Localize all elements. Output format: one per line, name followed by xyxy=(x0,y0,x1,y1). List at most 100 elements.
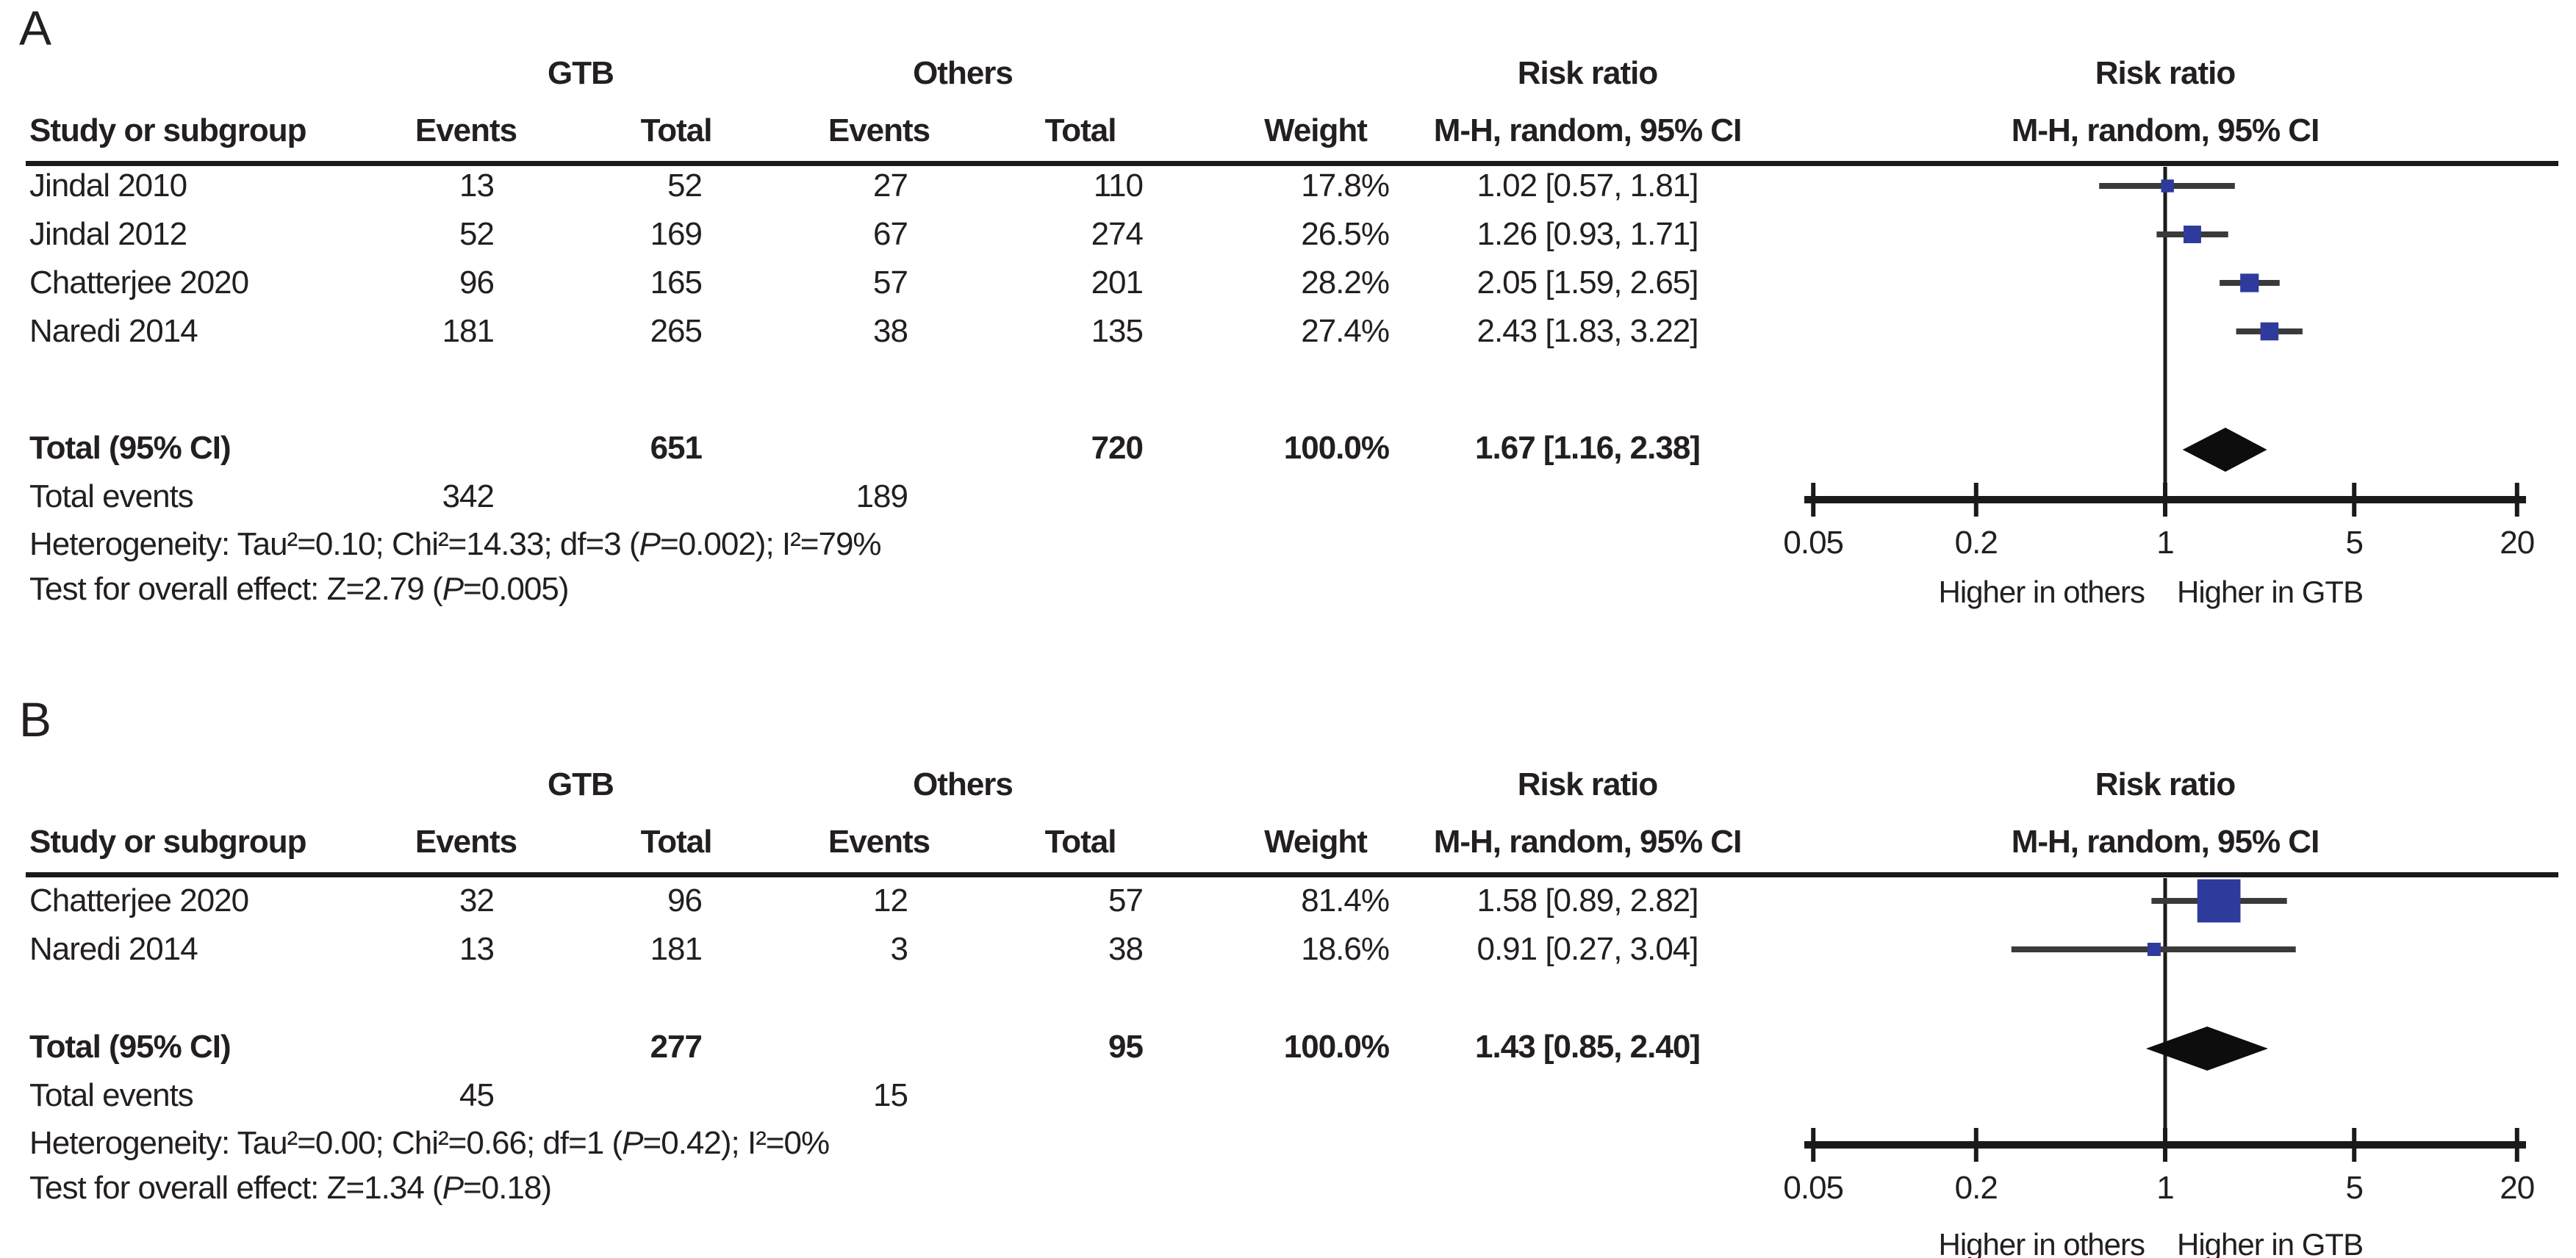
total-others-total: 95 xyxy=(1108,1029,1144,1065)
column-header-study: Study or subgroup xyxy=(29,112,307,148)
column-header-mh-ci-text: M-H, random, 95% CI xyxy=(1433,824,1743,860)
column-header-others-events: Events xyxy=(828,824,930,860)
others-events-value: 12 xyxy=(873,883,908,919)
weight-value: 17.8% xyxy=(1301,168,1390,204)
group-header-gtb: GTB xyxy=(548,766,614,802)
total-row-label: Total (95% CI) xyxy=(29,430,232,466)
total-row-label: Total (95% CI) xyxy=(29,1029,232,1065)
others-events-value: 57 xyxy=(873,265,908,301)
weight-value: 81.4% xyxy=(1301,883,1390,919)
total-events-gtb: 45 xyxy=(459,1077,495,1113)
ci-text-value: 2.05 [1.59, 2.65] xyxy=(1477,265,1698,301)
axis-tick-label: 1 xyxy=(2156,1170,2174,1206)
weight-value: 26.5% xyxy=(1301,216,1390,252)
total-events-others: 189 xyxy=(855,478,908,514)
total-gtb-total: 277 xyxy=(650,1029,703,1065)
panel-label: A xyxy=(19,1,52,55)
ci-text-value: 1.58 [0.89, 2.82] xyxy=(1477,883,1698,919)
weight-value: 28.2% xyxy=(1301,265,1390,301)
column-header-weight: Weight xyxy=(1264,112,1368,148)
total-gtb-total: 651 xyxy=(650,430,703,466)
study-name: Chatterjee 2020 xyxy=(29,265,249,301)
column-header-gtb-total: Total xyxy=(640,112,713,148)
column-header-others-events: Events xyxy=(828,112,930,148)
risk-ratio-header-plot: Risk ratio xyxy=(2095,766,2236,802)
axis-right-label: Higher in GTB xyxy=(2177,575,2364,609)
axis-tick-label: 0.05 xyxy=(1783,525,1844,561)
study-name: Naredi 2014 xyxy=(29,931,198,967)
overall-effect-line: Test for overall effect: Z=1.34 (P=0.18) xyxy=(29,1170,552,1206)
group-header-others: Others xyxy=(913,55,1013,91)
axis-left-label: Higher in others xyxy=(1938,575,2145,609)
column-header-mh-ci-text: M-H, random, 95% CI xyxy=(1433,112,1743,148)
others-total-value: 135 xyxy=(1091,313,1144,349)
header-rule xyxy=(26,872,2558,877)
axis-tick-label: 0.05 xyxy=(1783,1170,1844,1206)
risk-ratio-header-text: Risk ratio xyxy=(1517,766,1659,802)
overall-effect-line: Test for overall effect: Z=2.79 (P=0.005… xyxy=(29,571,570,607)
gtb-events-value: 52 xyxy=(459,216,495,252)
total-ci-text: 1.43 [0.85, 2.40] xyxy=(1475,1029,1701,1065)
axis-tick-label: 1 xyxy=(2156,525,2174,561)
total-events-gtb: 342 xyxy=(442,478,495,514)
total-events-others: 15 xyxy=(873,1077,908,1113)
axis-right-label: Higher in GTB xyxy=(2177,1227,2364,1258)
column-header-mh-ci-plot: M-H, random, 95% CI xyxy=(2011,824,2320,860)
risk-ratio-header-text: Risk ratio xyxy=(1517,55,1659,91)
ci-text-value: 1.02 [0.57, 1.81] xyxy=(1477,168,1698,204)
column-header-mh-ci-plot: M-H, random, 95% CI xyxy=(2011,112,2320,148)
group-header-others: Others xyxy=(913,766,1013,802)
axis-tick-label: 5 xyxy=(2345,1170,2363,1206)
study-name: Jindal 2010 xyxy=(29,168,187,204)
others-total-value: 38 xyxy=(1108,931,1144,967)
gtb-total-value: 169 xyxy=(650,216,703,252)
axis-tick-label: 0.2 xyxy=(1954,1170,1998,1206)
ci-text-value: 0.91 [0.27, 3.04] xyxy=(1477,931,1698,967)
gtb-events-value: 13 xyxy=(459,168,495,204)
others-total-value: 201 xyxy=(1091,265,1144,301)
total-events-label: Total events xyxy=(29,478,194,514)
axis-left-label: Higher in others xyxy=(1938,1227,2145,1258)
column-header-gtb-events: Events xyxy=(415,112,517,148)
others-events-value: 3 xyxy=(890,931,908,967)
heterogeneity-line: Heterogeneity: Tau²=0.00; Chi²=0.66; df=… xyxy=(29,1125,830,1161)
others-events-value: 67 xyxy=(873,216,908,252)
column-header-others-total: Total xyxy=(1044,824,1117,860)
ci-text-value: 1.26 [0.93, 1.71] xyxy=(1477,216,1698,252)
total-others-total: 720 xyxy=(1091,430,1144,466)
others-events-value: 27 xyxy=(873,168,908,204)
column-header-gtb-events: Events xyxy=(415,824,517,860)
gtb-total-value: 265 xyxy=(650,313,703,349)
gtb-events-value: 13 xyxy=(459,931,495,967)
heterogeneity-line: Heterogeneity: Tau²=0.10; Chi²=14.33; df… xyxy=(29,526,882,562)
risk-ratio-header-plot: Risk ratio xyxy=(2095,55,2236,91)
gtb-events-value: 96 xyxy=(459,265,495,301)
total-ci-text: 1.67 [1.16, 2.38] xyxy=(1475,430,1701,466)
header-rule xyxy=(26,161,2558,166)
total-weight: 100.0% xyxy=(1283,1029,1390,1065)
gtb-events-value: 181 xyxy=(442,313,495,349)
axis-tick-label: 0.2 xyxy=(1954,525,1998,561)
gtb-total-value: 52 xyxy=(667,168,703,204)
weight-value: 18.6% xyxy=(1301,931,1390,967)
ci-text-value: 2.43 [1.83, 3.22] xyxy=(1477,313,1698,349)
study-name: Naredi 2014 xyxy=(29,313,198,349)
column-header-others-total: Total xyxy=(1044,112,1117,148)
others-total-value: 110 xyxy=(1093,168,1144,204)
study-name: Chatterjee 2020 xyxy=(29,883,249,919)
gtb-total-value: 96 xyxy=(667,883,703,919)
group-header-gtb: GTB xyxy=(548,55,614,91)
axis-tick-label: 20 xyxy=(2500,1170,2535,1206)
others-total-value: 57 xyxy=(1108,883,1144,919)
gtb-total-value: 181 xyxy=(650,931,703,967)
axis-tick-label: 20 xyxy=(2500,525,2535,561)
panel-label: B xyxy=(19,692,52,747)
study-name: Jindal 2012 xyxy=(29,216,187,252)
weight-value: 27.4% xyxy=(1301,313,1390,349)
total-weight: 100.0% xyxy=(1283,430,1390,466)
others-events-value: 38 xyxy=(873,313,908,349)
axis-tick-label: 5 xyxy=(2345,525,2363,561)
